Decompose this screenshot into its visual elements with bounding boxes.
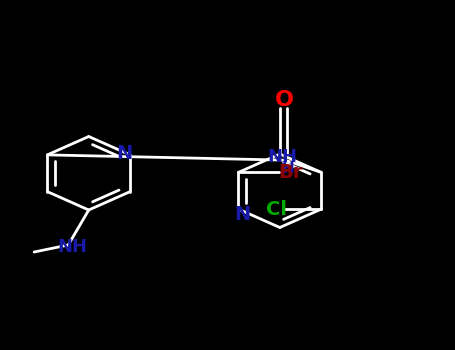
Text: N: N [234, 205, 250, 224]
Text: Cl: Cl [266, 199, 287, 219]
Text: Br: Br [278, 163, 303, 182]
Text: NH: NH [57, 238, 87, 256]
Text: NH: NH [268, 148, 298, 166]
Text: H: H [282, 161, 295, 176]
Text: N: N [116, 144, 133, 163]
Text: O: O [275, 90, 294, 110]
